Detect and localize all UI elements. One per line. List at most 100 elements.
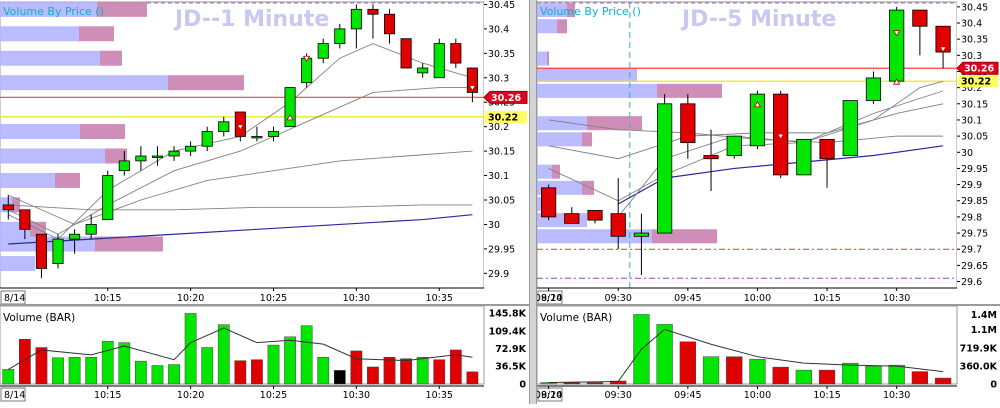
candle-body[interactable] xyxy=(383,13,396,35)
candle-body[interactable] xyxy=(135,155,147,162)
last-price-label: 30.26 xyxy=(491,93,521,104)
candle-body[interactable] xyxy=(201,131,213,147)
volume-bar[interactable] xyxy=(201,347,214,385)
candle-body[interactable] xyxy=(889,9,905,82)
price-axis[interactable] xyxy=(957,2,1000,288)
candle-body[interactable] xyxy=(466,67,478,93)
pane-splitter[interactable] xyxy=(529,0,537,404)
price-tick-label: 30.4 xyxy=(961,19,982,30)
volume-bar[interactable] xyxy=(540,382,557,385)
volume-bar[interactable] xyxy=(795,369,812,385)
candle-body[interactable] xyxy=(842,100,858,156)
candle-body[interactable] xyxy=(168,150,180,157)
candle-body[interactable] xyxy=(35,233,47,269)
price-axis[interactable] xyxy=(484,2,529,288)
candle-body[interactable] xyxy=(69,233,81,240)
candle-body[interactable] xyxy=(151,155,164,158)
candle-body[interactable] xyxy=(587,210,603,221)
volume-bar[interactable] xyxy=(726,356,743,385)
candle-body[interactable] xyxy=(19,209,31,230)
volume-bar[interactable] xyxy=(68,356,81,385)
candle-body[interactable] xyxy=(417,67,429,74)
volume-bar[interactable] xyxy=(416,356,429,385)
candle-body[interactable] xyxy=(865,77,882,101)
candle-body[interactable] xyxy=(317,43,329,59)
volume-bar[interactable] xyxy=(101,340,114,385)
candle-body[interactable] xyxy=(564,213,580,224)
volume-bar[interactable] xyxy=(449,349,462,385)
volume-bar[interactable] xyxy=(350,350,363,385)
volume-bar[interactable] xyxy=(749,358,766,385)
volume-bar[interactable] xyxy=(267,344,280,385)
candle-body[interactable] xyxy=(703,155,719,160)
candle-body[interactable] xyxy=(680,103,696,143)
volume-bar[interactable] xyxy=(367,366,379,385)
volume-bar[interactable] xyxy=(317,356,330,385)
candle-body[interactable] xyxy=(367,8,379,15)
price-tick-label: 30 xyxy=(488,220,500,231)
volume-bar[interactable] xyxy=(151,365,164,385)
sell-signal-arrow-icon xyxy=(892,30,901,37)
candle-body[interactable] xyxy=(610,213,626,237)
volume-bar[interactable] xyxy=(284,336,296,385)
volume-bar[interactable] xyxy=(772,366,789,385)
volume-bar[interactable] xyxy=(217,324,230,385)
candle-body[interactable] xyxy=(633,232,650,237)
candle-body[interactable] xyxy=(350,8,362,30)
date-label: 8/14 xyxy=(4,293,25,304)
candle-body[interactable] xyxy=(912,9,928,27)
volume-bar[interactable] xyxy=(842,362,859,385)
volume-bar[interactable] xyxy=(586,382,604,385)
volume-bar[interactable] xyxy=(52,357,64,385)
candle-body[interactable] xyxy=(2,204,14,211)
volume-bar[interactable] xyxy=(888,364,905,385)
volume-bar[interactable] xyxy=(2,369,15,385)
volume-bar[interactable] xyxy=(251,359,263,385)
candle-body[interactable] xyxy=(819,138,835,160)
volume-bar[interactable] xyxy=(466,371,479,385)
candle-body[interactable] xyxy=(85,224,97,235)
volume-bar[interactable] xyxy=(18,338,31,385)
candle-body[interactable] xyxy=(284,87,296,128)
volume-bar[interactable] xyxy=(865,365,882,385)
candle-body[interactable] xyxy=(657,103,673,234)
volume-bar[interactable] xyxy=(333,370,346,385)
candle-body[interactable] xyxy=(102,175,114,220)
volume-bar[interactable] xyxy=(400,358,412,385)
volume-bar[interactable] xyxy=(433,359,446,385)
volume-bar[interactable] xyxy=(118,342,131,385)
volume-bar[interactable] xyxy=(184,313,197,385)
volume-bar[interactable] xyxy=(168,364,180,385)
volume-bar[interactable] xyxy=(383,356,396,385)
candle-body[interactable] xyxy=(433,43,445,79)
volume-bar[interactable] xyxy=(300,325,313,385)
candle-body[interactable] xyxy=(218,121,230,132)
candle-body[interactable] xyxy=(796,138,812,176)
candle-body[interactable] xyxy=(541,187,557,218)
volume-bar[interactable] xyxy=(911,371,929,385)
candle-body[interactable] xyxy=(267,131,280,137)
volume-bar[interactable] xyxy=(702,356,720,385)
chart-pane-5min[interactable]: JD--5 Minute Volume By Price () 30.45 30.4 3… xyxy=(535,0,1000,404)
candle-body[interactable] xyxy=(726,135,742,156)
candle-body[interactable] xyxy=(450,43,462,64)
candle-body[interactable] xyxy=(251,136,263,139)
candle-body[interactable] xyxy=(185,145,197,152)
volume-bar[interactable] xyxy=(934,377,952,385)
candle-body[interactable] xyxy=(234,111,246,137)
candle-body[interactable] xyxy=(52,238,64,264)
chart-1min-svg[interactable]: JD--1 Minute Volume By Price () 30.45 30.4 3… xyxy=(0,0,529,404)
volume-bar[interactable] xyxy=(135,360,147,385)
volume-bar[interactable] xyxy=(679,341,696,385)
volume-bar[interactable] xyxy=(234,360,247,385)
chart-pane-1min[interactable]: JD--1 Minute Volume By Price () 30.45 30.4 3… xyxy=(0,0,529,404)
volume-bar[interactable] xyxy=(818,369,836,385)
volume-bar[interactable] xyxy=(35,347,48,385)
candle-body[interactable] xyxy=(334,28,346,44)
volume-bar[interactable] xyxy=(85,356,98,385)
volume-bar[interactable] xyxy=(656,324,673,385)
candle-body[interactable] xyxy=(400,38,412,69)
candle-body[interactable] xyxy=(118,160,130,172)
chart-5min-svg[interactable]: JD--5 Minute Volume By Price () 30.45 30.4 3… xyxy=(535,0,1000,404)
volume-average-line xyxy=(8,327,473,370)
